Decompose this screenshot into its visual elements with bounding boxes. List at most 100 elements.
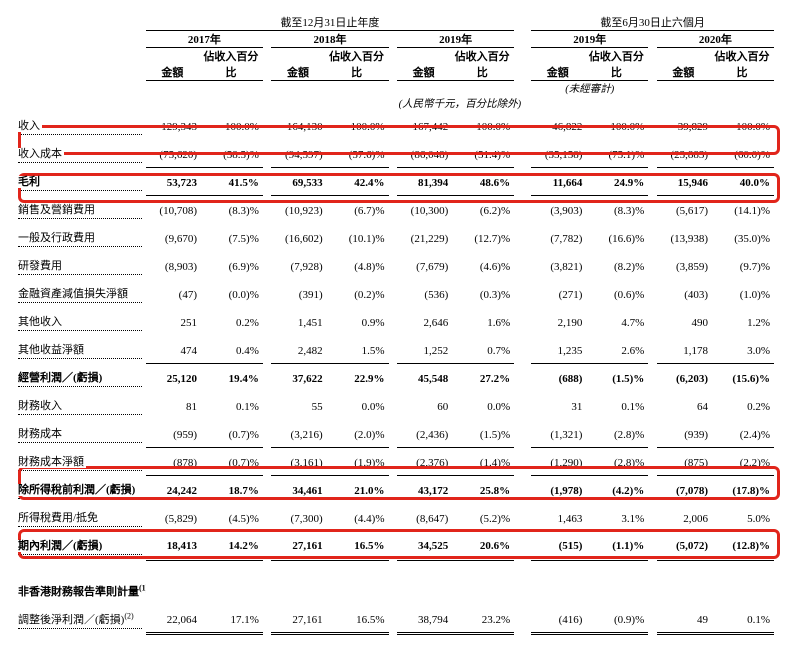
amount-cell: (8,647) — [397, 503, 450, 531]
amount-cell: 164,130 — [271, 111, 324, 139]
percent-cell: 0.9% — [325, 307, 389, 335]
row-label: 除所得稅前利潤／(虧損) — [18, 475, 146, 503]
amount-cell: 22,064 — [146, 605, 199, 633]
percent-cell: (2.8)% — [584, 419, 648, 447]
row-label: 毛利 — [18, 167, 146, 195]
row-admin: 一般及行政費用(9,670)(7.5)%(16,602)(10.1)%(21,2… — [18, 223, 774, 251]
row-fin_net: 財務成本淨額(878)(0.7)%(3,161)(1.9)%(2,376)(1.… — [18, 447, 774, 475]
amount-cell: 25,120 — [146, 363, 199, 391]
percent-cell — [325, 577, 389, 605]
row-fin_cost: 財務成本(959)(0.7)%(3,216)(2.0)%(2,436)(1.5)… — [18, 419, 774, 447]
percent-cell: (1.5)% — [584, 363, 648, 391]
percent-cell: (4.6)% — [450, 251, 514, 279]
percent-cell: (1.1)% — [584, 531, 648, 559]
col-pct: 佔收入百分比 — [584, 48, 648, 81]
row-fin_inc: 財務收入810.1%550.0%600.0%310.1%640.2% — [18, 391, 774, 419]
percent-cell: (1.4)% — [450, 447, 514, 475]
percent-cell: (6.7)% — [325, 195, 389, 223]
amount-cell: (1,978) — [531, 475, 584, 503]
col-pct: 佔收入百分比 — [450, 48, 514, 81]
row-revenue: 收入129,343100.0%164,130100.0%167,442100.0… — [18, 111, 774, 139]
percent-cell: (1.5)% — [450, 419, 514, 447]
amount-cell: (2,436) — [397, 419, 450, 447]
row-blank — [18, 559, 774, 577]
amount-cell: (7,679) — [397, 251, 450, 279]
unit-note: (人民幣千元，百分比除外) — [146, 96, 774, 111]
amount-cell: 1,451 — [271, 307, 324, 335]
amount-cell: (7,782) — [531, 223, 584, 251]
row-adj_net: 調整後淨利潤／(虧損)(2)22,06417.1%27,16116.5%38,7… — [18, 605, 774, 633]
amount-cell: 18,413 — [146, 531, 199, 559]
row-tax: 所得稅費用/抵免(5,829)(4.5)%(7,300)(4.4)%(8,647… — [18, 503, 774, 531]
amount-cell: (688) — [531, 363, 584, 391]
percent-cell — [584, 577, 648, 605]
percent-cell: (0.3)% — [450, 279, 514, 307]
col-amt: 金額 — [271, 48, 324, 81]
amount-cell: 49 — [657, 605, 710, 633]
amount-cell: (8,903) — [146, 251, 199, 279]
percent-cell — [584, 559, 648, 577]
percent-cell: 17.1% — [199, 605, 263, 633]
col-pct: 佔收入百分比 — [710, 48, 774, 81]
year-2017: 2017年 — [146, 31, 263, 48]
percent-cell: 14.2% — [199, 531, 263, 559]
amount-cell: (13,938) — [657, 223, 710, 251]
amount-cell: 2,482 — [271, 335, 324, 363]
percent-cell: (35.0)% — [710, 223, 774, 251]
amount-cell: 46,822 — [531, 111, 584, 139]
percent-cell: (4.2)% — [584, 475, 648, 503]
percent-cell: (6.9)% — [199, 251, 263, 279]
percent-cell: 23.2% — [450, 605, 514, 633]
percent-cell: (58.5)% — [199, 139, 263, 167]
period-half-header: 截至6月30日止六個月 — [531, 14, 774, 31]
row-label: 收入 — [18, 111, 146, 139]
amount-cell: 34,461 — [271, 475, 324, 503]
amount-cell: (875) — [657, 447, 710, 475]
percent-cell: 100.0% — [584, 111, 648, 139]
percent-cell: 22.9% — [325, 363, 389, 391]
unaudited-note: (未經審計) — [531, 81, 648, 97]
percent-cell: 0.1% — [199, 391, 263, 419]
amount-cell: (515) — [531, 531, 584, 559]
year-2019: 2019年 — [397, 31, 514, 48]
amount-cell: 1,178 — [657, 335, 710, 363]
percent-cell: (2.0)% — [325, 419, 389, 447]
amount-cell: 1,463 — [531, 503, 584, 531]
amount-cell — [271, 559, 324, 577]
amount-cell: (16,602) — [271, 223, 324, 251]
amount-cell: 24,242 — [146, 475, 199, 503]
row-label: 非香港財務報告準則計量(1) — [18, 577, 146, 605]
amount-cell — [657, 577, 710, 605]
amount-cell: 81 — [146, 391, 199, 419]
row-rd: 研發費用(8,903)(6.9)%(7,928)(4.8)%(7,679)(4.… — [18, 251, 774, 279]
amount-cell — [146, 577, 199, 605]
amount-cell: 15,946 — [657, 167, 710, 195]
amount-cell — [657, 559, 710, 577]
percent-cell: 48.6% — [450, 167, 514, 195]
percent-cell: (5.2)% — [450, 503, 514, 531]
percent-cell: 40.0% — [710, 167, 774, 195]
percent-cell: (0.2)% — [325, 279, 389, 307]
amount-cell: 55 — [271, 391, 324, 419]
amount-cell — [146, 559, 199, 577]
row-label: 其他收入 — [18, 307, 146, 335]
amount-cell: (536) — [397, 279, 450, 307]
percent-cell: 100.0% — [325, 111, 389, 139]
row-other_inc: 其他收入2510.2%1,4510.9%2,6461.6%2,1904.7%49… — [18, 307, 774, 335]
percent-cell: 0.0% — [325, 391, 389, 419]
col-amt: 金額 — [397, 48, 450, 81]
amount-cell: (959) — [146, 419, 199, 447]
percent-cell: 3.0% — [710, 335, 774, 363]
amount-cell — [271, 577, 324, 605]
percent-cell: 0.4% — [199, 335, 263, 363]
percent-cell: (4.5)% — [199, 503, 263, 531]
amount-cell: (5,072) — [657, 531, 710, 559]
percent-cell: (75.1)% — [584, 139, 648, 167]
row-label: 其他收益淨額 — [18, 335, 146, 363]
percent-cell: 41.5% — [199, 167, 263, 195]
percent-cell: 2.6% — [584, 335, 648, 363]
amount-cell: (10,708) — [146, 195, 199, 223]
percent-cell: (15.6)% — [710, 363, 774, 391]
amount-cell: (3,821) — [531, 251, 584, 279]
percent-cell — [710, 559, 774, 577]
